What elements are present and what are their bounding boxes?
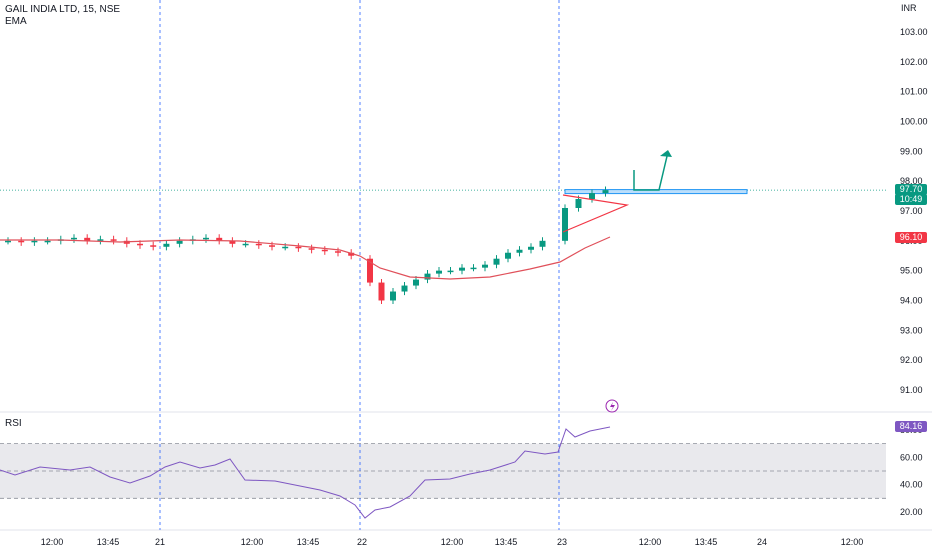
candle (505, 252, 511, 259)
time-tick: 12:00 (639, 537, 662, 547)
candle (539, 240, 546, 247)
time-tick: 13:45 (97, 537, 120, 547)
candle (528, 246, 534, 250)
candle (401, 285, 408, 292)
candle (367, 258, 373, 283)
candle (18, 240, 25, 243)
candle (282, 246, 289, 249)
time-tick: 13:45 (695, 537, 718, 547)
triangle-pattern[interactable] (562, 194, 630, 233)
candle (71, 237, 77, 240)
price-tick: 102.00 (900, 57, 928, 67)
price-tick: 99.00 (900, 146, 923, 156)
rsi-tick: 60.00 (900, 452, 923, 462)
time-tick: 12:00 (241, 537, 264, 547)
price-tick: 101.00 (900, 87, 928, 97)
time-tick: 13:45 (495, 537, 518, 547)
candle (390, 291, 396, 301)
candle (482, 264, 488, 268)
candle (447, 270, 454, 273)
time-tick: 12:00 (841, 537, 864, 547)
candle (602, 190, 609, 194)
candle (424, 273, 431, 280)
lightning-glyph (610, 402, 615, 411)
candle (459, 267, 465, 271)
candle (516, 249, 523, 253)
price-tick: 97.00 (900, 206, 923, 216)
price-tick: 103.00 (900, 27, 928, 37)
candle (31, 240, 38, 243)
currency-label: INR (901, 3, 917, 13)
time-tick: 23 (557, 537, 567, 547)
candle (163, 243, 170, 247)
candle (242, 243, 249, 246)
candle (348, 252, 355, 256)
candle (413, 279, 419, 286)
symbol-title: GAIL INDIA LTD, 15, NSE (5, 4, 121, 15)
candle (295, 246, 302, 249)
price-tick: 98.00 (900, 176, 923, 186)
candle (589, 193, 595, 200)
candle (84, 237, 91, 241)
candle (5, 240, 11, 243)
price-tick: 92.00 (900, 355, 923, 365)
ema-line (0, 236, 611, 280)
candle (44, 240, 51, 243)
price-tick: 94.00 (900, 295, 923, 305)
price-tick: 95.00 (900, 266, 923, 276)
candle (97, 239, 104, 241)
candle (321, 249, 328, 252)
projection-path[interactable] (633, 151, 669, 191)
rsi-tick: 20.00 (900, 507, 923, 517)
candle (150, 245, 157, 247)
candle (110, 239, 117, 241)
candle (575, 199, 582, 208)
rsi-line (0, 426, 611, 519)
time-tick: 12:00 (41, 537, 64, 547)
candle (216, 237, 223, 241)
candle (255, 243, 262, 246)
candle (470, 267, 477, 270)
candle (176, 240, 183, 244)
time-tick: 13:45 (297, 537, 320, 547)
rsi-value-tag: 84.16 (895, 421, 927, 432)
last-price-tag: 97.70 (895, 184, 927, 195)
rsi-tick: 40.00 (900, 480, 923, 490)
rsi-indicator-label[interactable]: RSI (5, 418, 22, 429)
candle (308, 248, 315, 250)
candle (269, 245, 275, 247)
time-tick: 12:00 (441, 537, 464, 547)
candle (335, 251, 341, 253)
candle (562, 207, 568, 241)
candle (436, 270, 442, 274)
ema-indicator-label[interactable]: EMA (5, 16, 27, 27)
time-tick: 21 (155, 537, 165, 547)
candle (137, 243, 143, 246)
arrow-head-icon (660, 150, 672, 157)
candle (493, 258, 500, 265)
time-tick: 22 (357, 537, 367, 547)
price-tick: 93.00 (900, 325, 923, 335)
price-tick: 100.00 (900, 116, 928, 126)
candle (229, 240, 236, 244)
candle (378, 282, 385, 301)
ema-value-tag: 96.10 (895, 232, 927, 243)
price-tick: 91.00 (900, 385, 923, 395)
candle (203, 237, 209, 240)
countdown-tag: 10:49 (895, 194, 927, 205)
time-tick: 24 (757, 537, 767, 547)
